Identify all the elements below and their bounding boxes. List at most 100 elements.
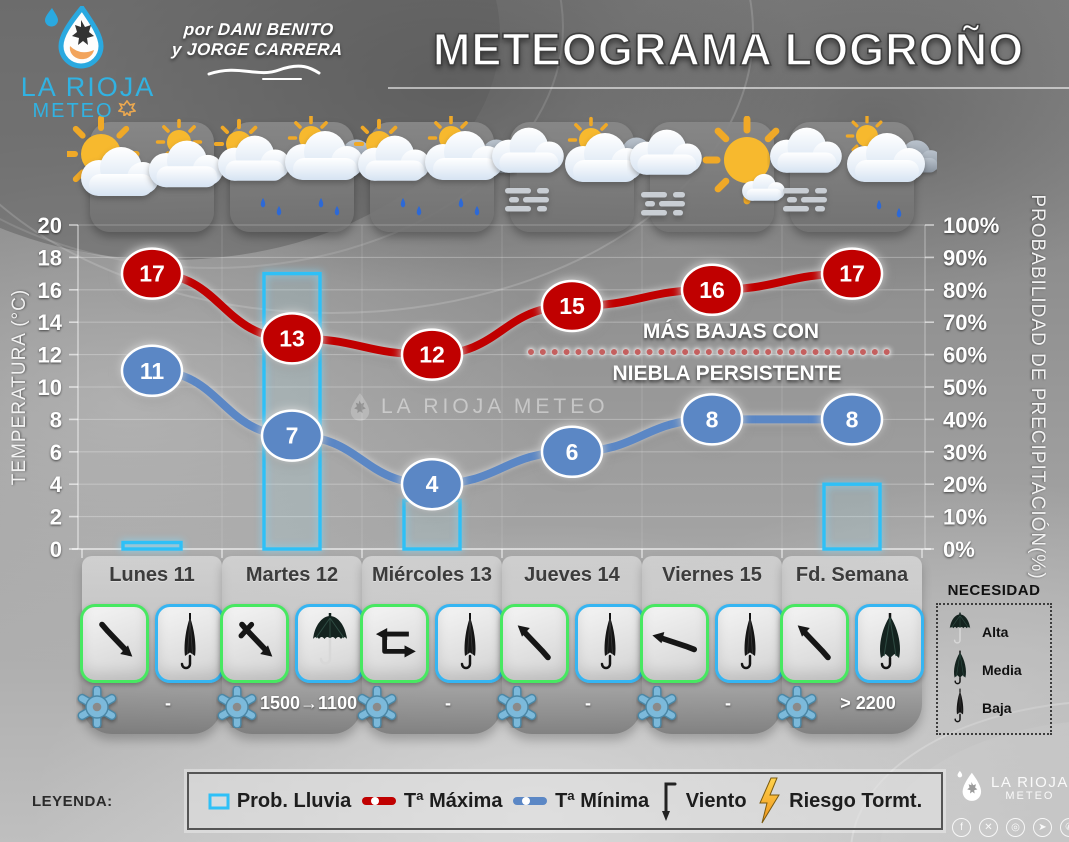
tmax-marker: 17 — [120, 247, 184, 300]
footer-brand-subname: METEO — [1005, 789, 1055, 802]
svg-text:17: 17 — [839, 261, 865, 287]
footer-brand-name: LA RIOJA — [991, 773, 1069, 791]
day-column: Fd. Semana > 2200 — [777, 556, 924, 734]
legend-label: Tª Máxima — [403, 789, 503, 812]
right-axis-tick: 40% — [943, 407, 987, 432]
left-axis-tick: 16 — [38, 278, 62, 303]
left-axis-tick: 8 — [50, 407, 62, 432]
wind-tile — [220, 604, 289, 683]
vine-leaf-icon — [118, 100, 136, 116]
snow-level-row: - — [77, 684, 222, 730]
day-label: Viernes 15 — [662, 564, 762, 586]
day-label: Jueves 14 — [524, 564, 620, 586]
right-axis-tick: 80% — [943, 278, 987, 303]
legend-item-tmax: Tª Máxima — [361, 789, 503, 813]
left-axis-tick: 18 — [38, 245, 62, 270]
left-axis-tick: 2 — [50, 505, 62, 530]
weather-icon-sol-nubes — [67, 116, 223, 196]
wind-tile — [80, 604, 149, 683]
credits-line1: por DANI BENITO — [183, 20, 335, 39]
tmax-marker: 16 — [680, 263, 744, 317]
right-axis-tick: 0% — [943, 537, 975, 562]
svg-text:15: 15 — [559, 293, 585, 319]
umbrella-open-icon — [948, 612, 972, 652]
legend-caption: LEYENDA: — [32, 793, 113, 810]
right-axis-tick: 50% — [943, 375, 987, 400]
footer-logo: LA RIOJA METEO — [955, 770, 1069, 806]
storm-bolt-icon — [759, 777, 781, 824]
snow-level-icon — [496, 685, 538, 733]
necesidad-item-baja: Baja — [948, 688, 1044, 727]
svg-text:16: 16 — [699, 277, 725, 303]
credits: por DANI BENITO y JORGE CARRERA — [157, 20, 360, 60]
wind-direction-icon-from-E — [649, 615, 701, 672]
necesidad-legend: NECESIDAD Alta Media Baja — [936, 582, 1052, 735]
annotation-line2: NIEBLA PERSISTENTE — [612, 362, 842, 385]
left-axis-tick: 4 — [50, 472, 63, 497]
day-icon-tiles — [220, 604, 364, 683]
tmin-marker: 4 — [400, 457, 464, 511]
day-icon-tiles — [640, 604, 784, 683]
x-icon[interactable]: ✕ — [979, 818, 998, 837]
snow-level-row: - — [637, 684, 782, 730]
legend-item-riesgo: Riesgo Tormt. — [756, 777, 922, 825]
day-icon-tiles — [80, 604, 224, 683]
watermark: LA RIOJA METEO — [347, 392, 609, 422]
legend-label: Riesgo Tormt. — [789, 789, 923, 812]
right-axis-tick: 30% — [943, 440, 987, 465]
snow-level-value: > 2200 — [840, 693, 896, 713]
whatsapp-icon[interactable]: ✆ — [1060, 818, 1069, 837]
snow-level-icon — [216, 685, 258, 733]
legend-label: Viento — [685, 789, 747, 812]
umbrella-tile — [855, 604, 924, 683]
necesidad-item-alta: Alta — [948, 612, 1044, 652]
day-icon-tiles — [500, 604, 644, 683]
umbrella-half-icon — [948, 650, 972, 690]
tmax-line-icon — [361, 797, 396, 805]
wind-direction-icon-from-NW-strong — [229, 615, 281, 672]
day-icon-tiles — [780, 604, 924, 683]
necesidad-level-label: Alta — [982, 624, 1009, 640]
title-underline — [388, 87, 1069, 89]
left-axis-tick: 12 — [38, 343, 62, 368]
wind-direction-icon-from-SE — [789, 615, 841, 672]
right-axis-tick: 20% — [943, 472, 987, 497]
footer-drop-logo-icon — [957, 770, 982, 801]
umbrella-need-media-icon — [870, 612, 910, 675]
left-axis-title: TEMPERATURA (°C) — [9, 288, 30, 486]
svg-text:13: 13 — [279, 325, 305, 351]
day-column: Lunes 11 - — [77, 556, 224, 734]
wind-direction-icon-from-SE — [509, 615, 561, 672]
tmax-marker: 12 — [400, 328, 464, 381]
right-axis-tick: 10% — [943, 505, 987, 530]
instagram-icon[interactable]: ◎ — [1006, 818, 1025, 837]
umbrella-need-baja-icon — [730, 612, 770, 675]
snow-level-icon — [356, 685, 398, 733]
signature-squiggle — [207, 64, 321, 80]
snow-level-value: - — [165, 693, 171, 713]
right-axis-tick: 90% — [943, 245, 987, 270]
precip-bar — [822, 482, 882, 551]
necesidad-title: NECESIDAD — [947, 582, 1041, 599]
left-axis-tick: 6 — [50, 440, 62, 465]
left-axis-tick: 0 — [50, 537, 62, 562]
svg-text:8: 8 — [706, 406, 719, 432]
facebook-icon[interactable]: f — [952, 818, 971, 837]
telegram-icon[interactable]: ➤ — [1033, 818, 1052, 837]
day-column: Jueves 14 - — [497, 556, 644, 734]
watermark-drop-icon — [350, 393, 370, 421]
tmin-line-icon — [513, 797, 548, 805]
annotation-dotted-line — [528, 349, 890, 355]
svg-text:8: 8 — [846, 406, 859, 432]
snow-level-icon — [776, 685, 818, 733]
credits-line2: y JORGE CARRERA — [171, 40, 344, 59]
day-label: Miércoles 13 — [371, 564, 493, 586]
day-label: Fd. Semana — [795, 564, 909, 586]
umbrella-tile — [295, 604, 364, 683]
svg-text:11: 11 — [140, 358, 165, 384]
day-label: Lunes 11 — [109, 564, 195, 586]
wind-arrow-icon — [661, 782, 677, 821]
umbrella-need-baja-icon — [450, 612, 490, 675]
